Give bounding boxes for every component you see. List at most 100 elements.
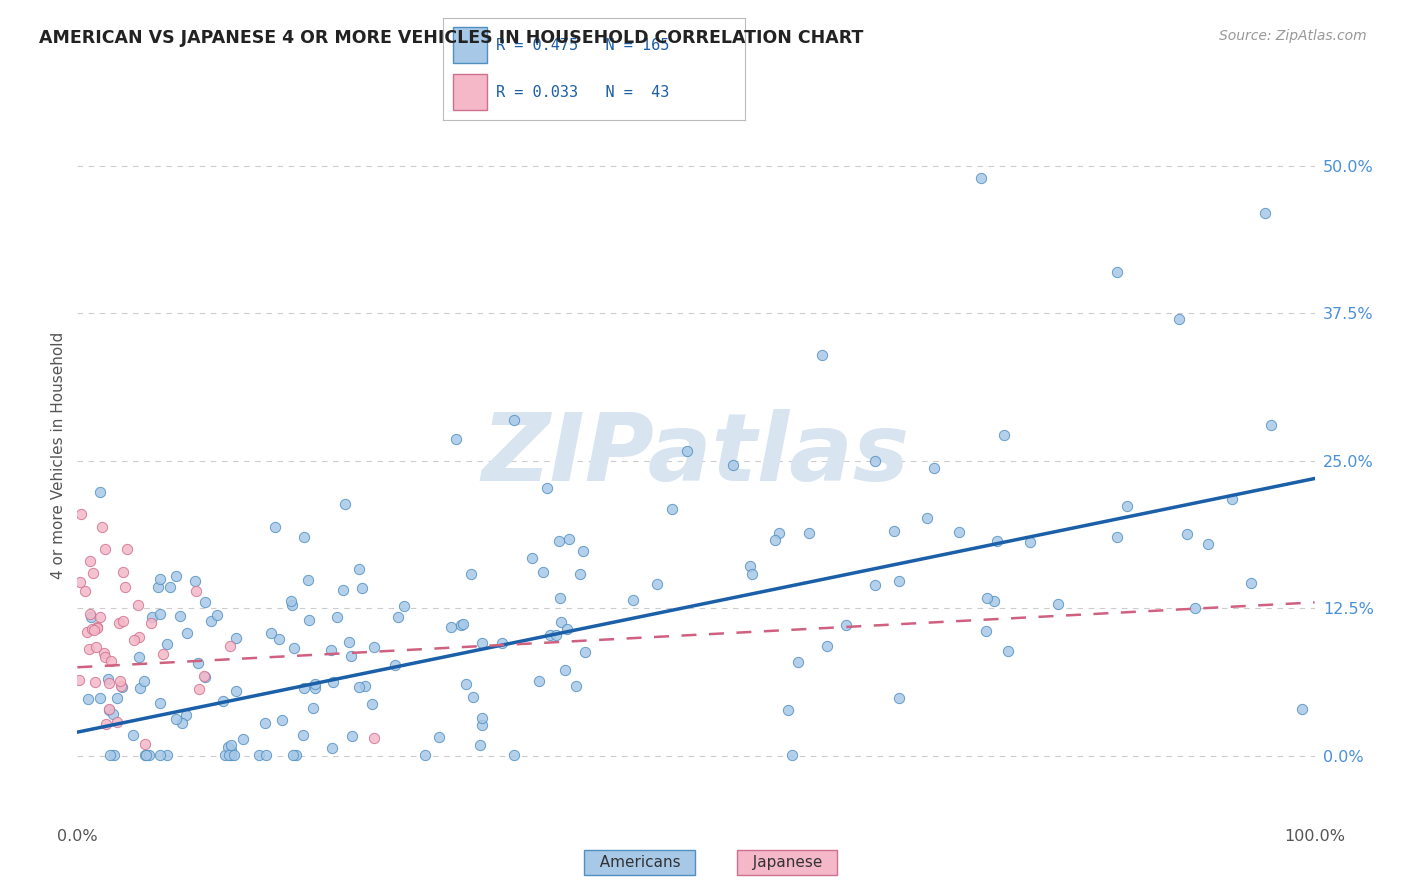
Point: [134, 747, 156, 762]
Point: [527, 673, 550, 688]
Point: [555, 623, 578, 637]
Point: [105, 715, 128, 730]
Point: [1105, 265, 1128, 279]
Point: [797, 526, 820, 541]
Point: [89, 690, 111, 705]
Point: [156, 637, 179, 651]
Point: [384, 657, 406, 672]
Point: [84, 640, 107, 655]
Point: [572, 543, 595, 558]
Point: [304, 681, 326, 695]
Text: R = 0.475   N = 165: R = 0.475 N = 165: [496, 37, 669, 53]
Point: [915, 511, 938, 525]
Point: [780, 747, 803, 762]
Point: [184, 574, 207, 588]
Point: [468, 738, 491, 752]
Point: [134, 737, 156, 751]
Point: [810, 348, 832, 362]
Point: [159, 580, 181, 594]
Point: [283, 747, 305, 762]
Point: [292, 530, 315, 544]
Point: [321, 740, 343, 755]
Point: [285, 747, 308, 762]
Point: [146, 580, 169, 594]
Point: [152, 648, 174, 662]
Point: [221, 739, 243, 753]
Point: [451, 616, 474, 631]
Point: [450, 618, 472, 632]
Point: [363, 731, 385, 745]
Point: [114, 580, 136, 594]
Point: [993, 428, 1015, 442]
Point: [454, 677, 477, 691]
Point: [172, 715, 194, 730]
Text: R = 0.033   N =  43: R = 0.033 N = 43: [496, 85, 669, 100]
Point: [538, 628, 561, 642]
Point: [108, 674, 131, 689]
Point: [548, 534, 571, 549]
Point: [548, 591, 571, 605]
Point: [976, 591, 998, 605]
Point: [110, 680, 132, 694]
Point: [221, 747, 243, 762]
Point: [193, 669, 215, 683]
Point: [97, 676, 120, 690]
Point: [138, 747, 160, 762]
Point: [471, 718, 494, 732]
Point: [93, 542, 115, 557]
Point: [73, 583, 96, 598]
Point: [986, 533, 1008, 548]
Point: [444, 432, 467, 446]
Point: [815, 639, 838, 653]
Point: [174, 708, 197, 723]
Point: [94, 717, 117, 731]
Text: Source: ZipAtlas.com: Source: ZipAtlas.com: [1219, 29, 1367, 43]
Point: [249, 747, 271, 762]
Text: AMERICAN VS JAPANESE 4 OR MORE VEHICLES IN HOUSEHOLD CORRELATION CHART: AMERICAN VS JAPANESE 4 OR MORE VEHICLES …: [39, 29, 863, 46]
Point: [270, 713, 292, 727]
Point: [1107, 530, 1129, 544]
Point: [347, 562, 370, 576]
Point: [778, 703, 800, 717]
Point: [554, 663, 576, 677]
Point: [218, 747, 240, 762]
Point: [427, 730, 450, 744]
Point: [108, 616, 131, 631]
Point: [1167, 312, 1189, 326]
Point: [97, 672, 120, 686]
Point: [503, 413, 526, 427]
Point: [122, 633, 145, 648]
Point: [491, 636, 513, 650]
Point: [121, 728, 143, 742]
Point: [165, 713, 187, 727]
Point: [156, 747, 179, 762]
Point: [565, 679, 588, 693]
Point: [787, 655, 810, 669]
Point: [165, 569, 187, 583]
Point: [304, 677, 326, 691]
Point: [292, 728, 315, 742]
Point: [115, 542, 138, 557]
Point: [128, 650, 150, 665]
Point: [127, 599, 149, 613]
Point: [205, 607, 228, 622]
Point: [394, 599, 416, 613]
Point: [280, 598, 302, 612]
Point: [1019, 534, 1042, 549]
Point: [740, 559, 762, 574]
Point: [83, 623, 105, 637]
Point: [292, 681, 315, 695]
Point: [219, 639, 242, 653]
Point: [135, 747, 157, 762]
Point: [723, 458, 745, 472]
Point: [212, 694, 235, 708]
Point: [260, 626, 283, 640]
Point: [103, 747, 125, 762]
FancyBboxPatch shape: [454, 27, 486, 63]
Point: [67, 673, 90, 688]
Point: [217, 740, 239, 755]
Point: [110, 680, 132, 694]
Point: [835, 618, 858, 632]
Point: [883, 524, 905, 538]
Point: [889, 690, 911, 705]
